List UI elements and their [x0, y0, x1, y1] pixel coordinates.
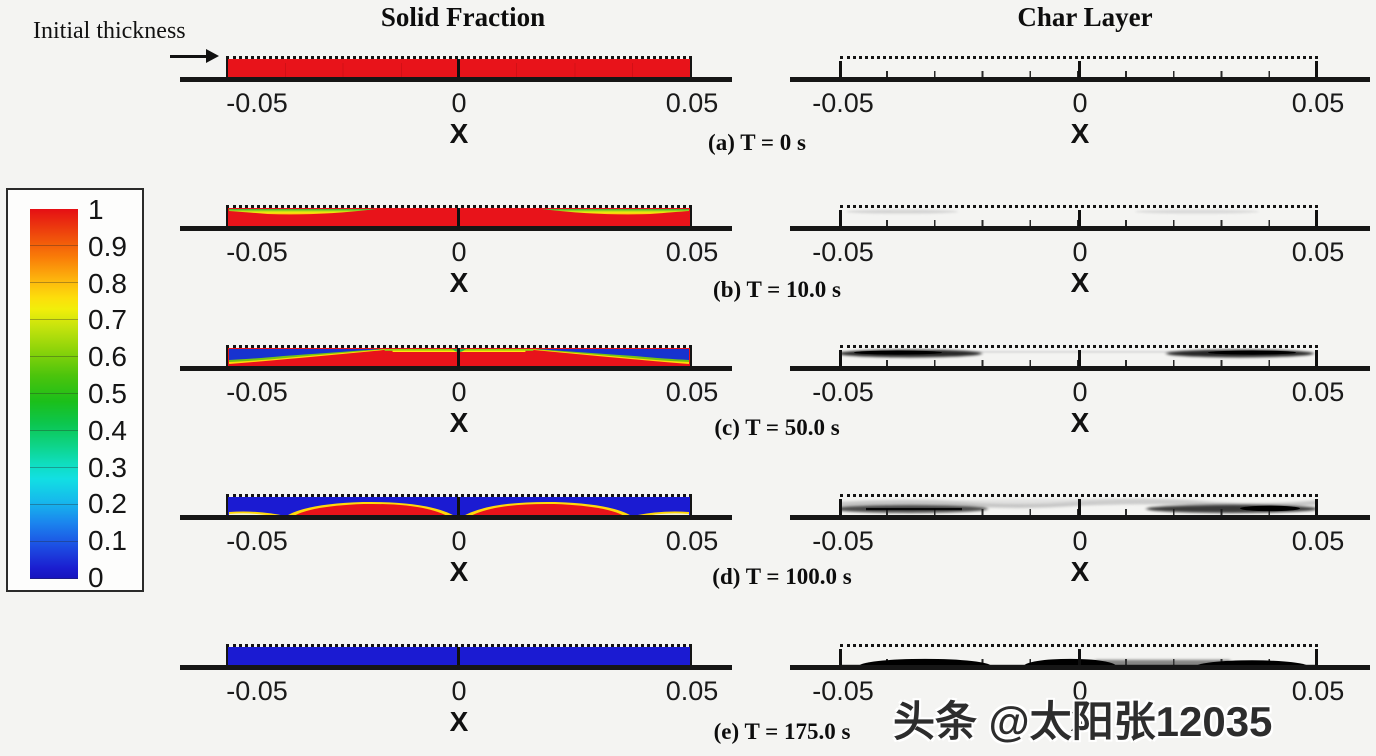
- x-tick-label-pos: 0.05: [665, 676, 719, 706]
- x-tick-label-neg: -0.05: [812, 237, 874, 267]
- x-tick-label-neg: -0.05: [812, 88, 874, 118]
- x-tick-label-zero: 0: [451, 237, 467, 267]
- watermark: 头条 @太阳张12035: [893, 698, 1273, 745]
- x-axis-right: [790, 226, 1370, 231]
- x-tick-label-neg: -0.05: [812, 526, 874, 556]
- x-axis-title: X: [1070, 267, 1090, 298]
- major-tick: [1315, 210, 1318, 229]
- x-tick-label-zero: 0: [451, 377, 467, 407]
- x-tick-label-zero: 0: [451, 676, 467, 706]
- x-axis-title: X: [1070, 407, 1090, 438]
- x-tick-label-neg: -0.05: [812, 377, 874, 407]
- colorbar-tick-label: 0.2: [88, 488, 127, 520]
- major-tick: [839, 649, 842, 668]
- x-axis-title: X: [449, 118, 469, 149]
- row-caption: (e) T = 175.0 s: [713, 719, 851, 744]
- x-axis-title: X: [449, 556, 469, 587]
- colorbar-tick-label: 0.4: [88, 414, 127, 446]
- major-tick: [839, 61, 842, 80]
- colorbar-tick-label: 0.5: [88, 377, 127, 409]
- x-tick-label-pos: 0.05: [1291, 377, 1345, 407]
- x-axis-left: [180, 665, 732, 670]
- x-tick-label-zero: 0: [1072, 526, 1088, 556]
- colorbar-tick-label: 0.7: [88, 304, 127, 336]
- x-axis-right: [790, 77, 1370, 82]
- x-tick-label-pos: 0.05: [1291, 676, 1345, 706]
- x-axis-title: X: [1070, 118, 1090, 149]
- x-axis-right: [790, 515, 1370, 520]
- row-caption: (c) T = 50.0 s: [714, 415, 840, 440]
- major-tick: [839, 499, 842, 518]
- colorbar-tick-label: 0.1: [88, 525, 127, 557]
- x-tick-label-pos: 0.05: [1291, 526, 1345, 556]
- zero-tick-left: [457, 208, 460, 229]
- x-tick-label-pos: 0.05: [1291, 88, 1345, 118]
- x-axis-right: [790, 366, 1370, 371]
- row-caption: (b) T = 10.0 s: [713, 277, 841, 302]
- x-axis-title: X: [1070, 556, 1090, 587]
- x-tick-label-neg: -0.05: [226, 377, 288, 407]
- initial-thickness-outline-b: [840, 205, 1318, 229]
- colorbar-tick-label: 0.9: [88, 230, 127, 262]
- x-axis-title: X: [449, 407, 469, 438]
- major-tick: [1078, 210, 1081, 229]
- initial-thickness-outline-a: [840, 56, 1318, 80]
- row-caption: (d) T = 100.0 s: [712, 564, 852, 589]
- major-tick: [1078, 649, 1081, 668]
- initial-thickness-arrow-icon: [170, 49, 219, 63]
- x-tick-label-pos: 0.05: [665, 88, 719, 118]
- x-tick-label-neg: -0.05: [226, 526, 288, 556]
- colorbar-tick-labels: 1 0.9 0.8 0.7 0.6 0.5 0.4 0.3 0.2 0.1 0: [88, 196, 127, 592]
- colorbar-tick-label: 1: [88, 194, 104, 225]
- solid-fraction-title: Solid Fraction: [380, 2, 546, 32]
- x-tick-label-neg: -0.05: [812, 676, 874, 706]
- x-tick-label-zero: 0: [1072, 237, 1088, 267]
- x-tick-label-pos: 0.05: [665, 526, 719, 556]
- x-tick-label-zero: 0: [451, 88, 467, 118]
- zero-tick-left: [457, 647, 460, 668]
- major-tick: [1078, 499, 1081, 518]
- major-tick: [1078, 350, 1081, 369]
- x-axis-right: [790, 665, 1370, 670]
- colorbar-tick-label: 0.6: [88, 341, 127, 373]
- char-layer-field-b: [846, 209, 1259, 214]
- x-tick-label-neg: -0.05: [226, 237, 288, 267]
- x-axis-left: [180, 77, 732, 82]
- colorbar-gradient: [30, 209, 78, 579]
- x-axis-left: [180, 515, 732, 520]
- major-tick: [839, 350, 842, 369]
- colorbar-tick-label: 0: [88, 561, 104, 593]
- major-tick: [1315, 649, 1318, 668]
- major-tick: [839, 210, 842, 229]
- char-layer-title: Char Layer: [1017, 2, 1153, 32]
- x-tick-label-neg: -0.05: [226, 88, 288, 118]
- zero-tick-left: [457, 348, 460, 369]
- initial-thickness-label: Initial thickness: [33, 18, 186, 44]
- x-tick-label-pos: 0.05: [665, 237, 719, 267]
- x-axis-left: [180, 366, 732, 371]
- x-tick-label-neg: -0.05: [226, 676, 288, 706]
- x-tick-label-zero: 0: [1072, 377, 1088, 407]
- colorbar-tick-label: 0.8: [88, 267, 127, 299]
- x-tick-label-zero: 0: [1072, 676, 1088, 706]
- x-tick-label-pos: 0.05: [665, 377, 719, 407]
- row-caption: (a) T = 0 s: [708, 130, 806, 155]
- major-tick: [1078, 61, 1081, 80]
- major-tick: [1315, 350, 1318, 369]
- x-tick-label-zero: 0: [1072, 88, 1088, 118]
- colorbar-tick-label: 0.3: [88, 451, 127, 483]
- zero-tick-left: [457, 497, 460, 518]
- x-axis-title: X: [449, 706, 469, 737]
- x-tick-label-pos: 0.05: [1291, 237, 1345, 267]
- x-axis-title: X: [1070, 706, 1090, 737]
- colorbar-legend: 1 0.9 0.8 0.7 0.6 0.5 0.4 0.3 0.2 0.1 0: [6, 188, 144, 592]
- x-tick-label-zero: 0: [451, 526, 467, 556]
- major-tick: [1315, 61, 1318, 80]
- x-axis-title: X: [449, 267, 469, 298]
- major-tick: [1315, 499, 1318, 518]
- zero-tick-left: [457, 59, 460, 80]
- x-axis-left: [180, 226, 732, 231]
